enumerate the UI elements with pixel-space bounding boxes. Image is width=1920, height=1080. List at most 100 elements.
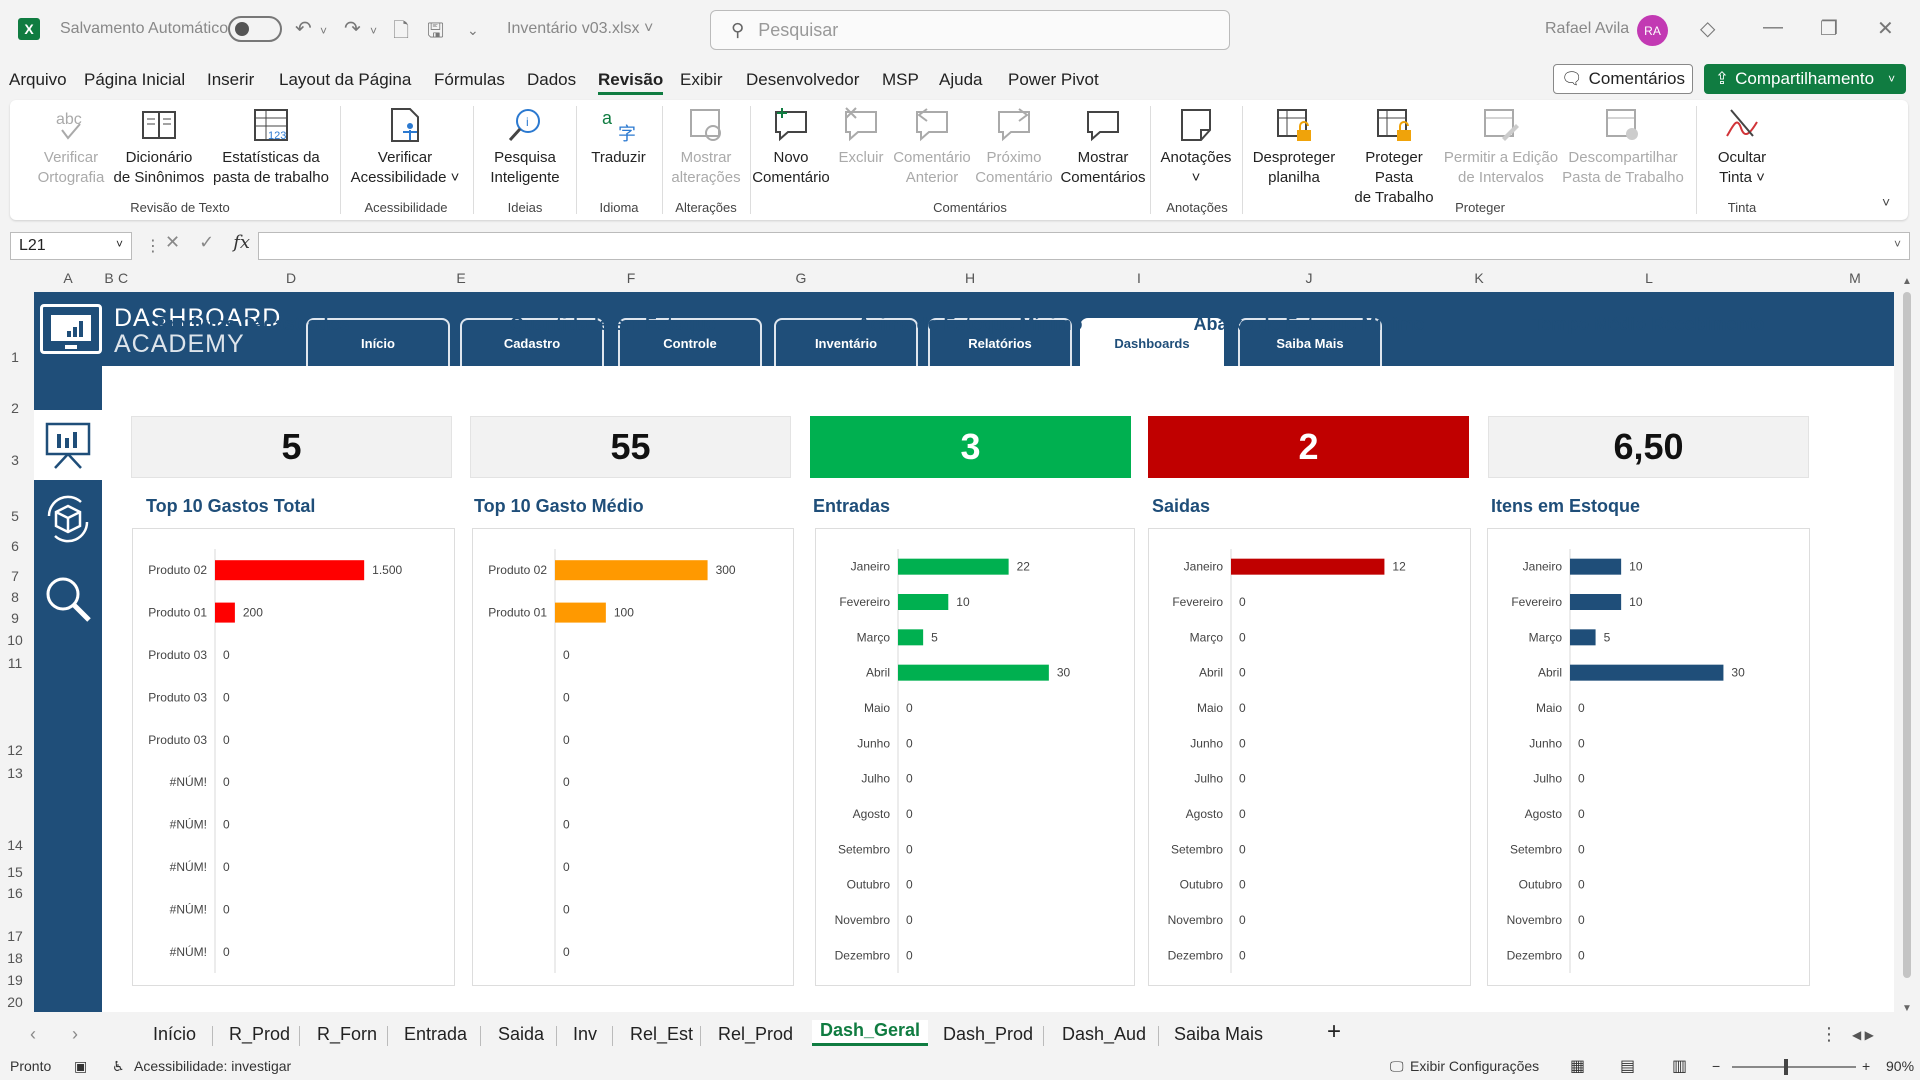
new-file-icon[interactable]: 🗋 (393, 20, 410, 42)
share-button[interactable]: ⇪ Compartilhamento ˅ (1704, 64, 1906, 94)
add-sheet-icon[interactable]: + (1327, 1018, 1342, 1045)
menu-formulas[interactable]: Fórmulas (434, 70, 505, 89)
unshare-workbook-button[interactable]: Descompartilhar Pasta de Trabalho (1558, 106, 1688, 188)
undo-dropdown-icon[interactable]: ˅ (320, 24, 328, 38)
sheet-tab[interactable]: Início (153, 1024, 197, 1044)
column-header[interactable]: B (104, 270, 114, 286)
row-header[interactable]: 9 (11, 610, 19, 626)
row-header[interactable]: 2 (11, 400, 19, 416)
sidebar-dashboard-button[interactable] (34, 410, 102, 480)
row-header[interactable]: 12 (7, 742, 23, 758)
show-changes-button[interactable]: Mostrar alterações (662, 106, 750, 188)
more-sheets-icon[interactable]: ⋮ (1820, 1024, 1838, 1044)
sheet-tab[interactable]: Inv (573, 1024, 598, 1044)
zoom-slider-thumb[interactable] (1784, 1059, 1788, 1075)
row-header[interactable]: 19 (7, 972, 23, 988)
smart-lookup-button[interactable]: i Pesquisa Inteligente (475, 106, 575, 188)
sheet-tab[interactable]: Dash_Prod (943, 1024, 1034, 1044)
menu-msp[interactable]: MSP (882, 70, 919, 89)
sheet-tab[interactable]: Dash_Aud (1062, 1024, 1147, 1044)
nav-tab-relatorios[interactable]: Relatórios (928, 318, 1072, 366)
column-header[interactable]: C (117, 270, 129, 286)
menu-pagina-inicial[interactable]: Página Inicial (84, 70, 186, 89)
sidebar-inventory-button[interactable] (34, 484, 102, 554)
row-header[interactable]: 7 (11, 568, 19, 584)
scroll-right-icon[interactable]: › (72, 1024, 78, 1044)
menu-arquivo[interactable]: Arquivo (9, 70, 67, 89)
column-header[interactable]: F (626, 270, 636, 286)
save-icon[interactable]: 🖫 (427, 20, 445, 42)
column-header[interactable]: E (456, 270, 466, 286)
column-header[interactable]: J (1305, 270, 1313, 286)
row-header[interactable]: 3 (11, 452, 19, 468)
row-header[interactable]: 14 (7, 837, 23, 853)
fx-icon[interactable]: fx (233, 232, 251, 253)
minimize-icon[interactable]: — (1763, 16, 1783, 38)
macro-record-icon[interactable]: ▣ (74, 1058, 88, 1074)
sheet-tab[interactable]: R_Prod (229, 1024, 291, 1044)
menu-layout[interactable]: Layout da Página (279, 70, 412, 89)
sidebar-search-button[interactable] (34, 564, 102, 634)
nav-tab-inicio[interactable]: Início (306, 318, 450, 366)
name-box[interactable]: L21 ˅ (10, 232, 132, 260)
accessibility-status-icon[interactable]: ♿ (112, 1058, 125, 1074)
nav-tab-cadastro[interactable]: Cadastro (460, 318, 604, 366)
menu-revisao[interactable]: Revisão (598, 70, 664, 95)
row-header[interactable]: 15 (7, 864, 23, 880)
row-header[interactable]: 17 (7, 928, 23, 944)
sheet-tab[interactable]: Saiba Mais (1174, 1024, 1264, 1044)
nav-tab-inventario[interactable]: Inventário (774, 318, 918, 366)
sheet-tab[interactable]: R_Forn (317, 1024, 378, 1044)
nav-tab-controle[interactable]: Controle (618, 318, 762, 366)
comments-button[interactable]: 🗨 Comentários (1553, 64, 1693, 94)
redo-dropdown-icon[interactable]: ˅ (370, 24, 378, 38)
close-icon[interactable]: ✕ (1877, 18, 1894, 40)
scroll-up-icon[interactable]: ▲ (1902, 276, 1912, 287)
page-layout-view-icon[interactable]: ▤ (1620, 1058, 1636, 1075)
zoom-level[interactable]: 90% (1886, 1058, 1915, 1074)
next-comment-button[interactable]: Próximo Comentário (970, 106, 1058, 188)
menu-power-pivot[interactable]: Power Pivot (1008, 70, 1099, 89)
zoom-in-icon[interactable]: + (1862, 1058, 1871, 1074)
search-box[interactable]: ⚲ Pesquisar (710, 10, 1230, 50)
nav-tab-saiba-mais[interactable]: Saiba Mais (1238, 318, 1382, 366)
accessibility-button[interactable]: Verificar Acessibilidade ˅ (340, 106, 470, 188)
accessibility-status[interactable]: Acessibilidade: investigar (134, 1058, 292, 1074)
redo-icon[interactable]: ↷ (344, 18, 361, 40)
row-header[interactable]: 8 (11, 589, 19, 605)
restore-icon[interactable]: ❐ (1820, 18, 1838, 40)
notes-button[interactable]: Anotações ˅ (1156, 106, 1236, 188)
thesaurus-button[interactable]: Dicionário de Sinônimos (105, 106, 213, 188)
row-header[interactable]: 16 (7, 885, 23, 901)
row-header[interactable]: 1 (11, 349, 19, 365)
sheet-tab[interactable]: Rel_Est (630, 1024, 694, 1044)
row-header[interactable]: 6 (11, 538, 19, 554)
horizontal-scroll-arrows-icon[interactable]: ◀ ▶ (1852, 1028, 1874, 1042)
scroll-thumb[interactable] (1903, 292, 1911, 978)
column-header[interactable]: D (285, 270, 297, 286)
delete-comment-button[interactable]: Excluir (830, 106, 892, 168)
menu-exibir[interactable]: Exibir (680, 70, 723, 89)
user-name[interactable]: Rafael Avila (1545, 20, 1630, 37)
sheet-tab[interactable]: Rel_Prod (718, 1024, 794, 1044)
workbook-stats-button[interactable]: 123 Estatísticas da pasta de trabalho (206, 106, 336, 188)
menu-dados[interactable]: Dados (527, 70, 577, 89)
premium-diamond-icon[interactable]: ◇ (1700, 18, 1716, 40)
hide-ink-button[interactable]: Ocultar Tinta ˅ (1700, 106, 1784, 188)
row-header[interactable]: 11 (7, 655, 23, 671)
column-header[interactable]: H (964, 270, 976, 286)
allow-edit-ranges-button[interactable]: Permitir a Edição de Intervalos (1442, 106, 1560, 188)
column-header[interactable]: M (1849, 270, 1861, 286)
cancel-icon[interactable]: ✕ (165, 232, 181, 252)
menu-inserir[interactable]: Inserir (207, 70, 255, 89)
enter-icon[interactable]: ✓ (199, 232, 215, 252)
column-header[interactable]: K (1474, 270, 1484, 286)
undo-icon[interactable]: ↶ (295, 18, 312, 40)
spelling-button[interactable]: abc Verificar Ortografia (22, 106, 120, 188)
menu-desenvolvedor[interactable]: Desenvolvedor (746, 70, 860, 89)
avatar[interactable]: RA (1637, 15, 1668, 46)
nav-tab-dashboards[interactable]: Dashboards (1080, 318, 1224, 366)
new-comment-button[interactable]: Novo Comentário (748, 106, 834, 188)
display-settings[interactable]: Exibir Configurações (1410, 1058, 1540, 1074)
